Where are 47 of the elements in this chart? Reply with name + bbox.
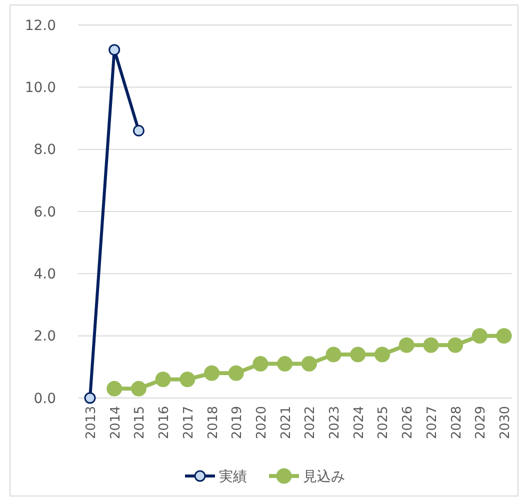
x-tick-label: 2018 <box>206 406 221 440</box>
point <box>180 372 196 388</box>
y-tick-label: 2.0 <box>34 328 56 345</box>
x-tick-label: 2023 <box>328 406 343 440</box>
x-tick-label: 2028 <box>449 406 464 440</box>
x-tick-label: 2013 <box>84 406 99 440</box>
point <box>423 337 439 353</box>
x-tick-label: 2025 <box>376 406 392 440</box>
y-tick-label: 4.0 <box>34 266 56 283</box>
x-tick-label: 2029 <box>474 406 489 440</box>
point <box>277 356 293 372</box>
x-tick-label: 2022 <box>303 406 318 440</box>
point <box>130 380 146 396</box>
point <box>398 337 414 353</box>
y-tick-label: 12.0 <box>24 18 56 34</box>
point <box>106 380 122 396</box>
x-tick-label: 2019 <box>230 406 246 440</box>
point <box>472 328 488 344</box>
x-tick-label: 2026 <box>400 406 416 440</box>
point <box>326 346 342 362</box>
y-tick-label: 0.0 <box>34 390 56 407</box>
x-tick-label: 2021 <box>278 406 294 440</box>
x-tick-label: 2015 <box>132 406 148 440</box>
y-tick-label: 6.0 <box>34 204 56 220</box>
x-tick-label: 2024 <box>352 406 367 440</box>
point <box>301 356 317 372</box>
x-tick-label: 2014 <box>108 406 124 440</box>
x-tick-label: 2017 <box>181 406 196 440</box>
x-tick-label: 2030 <box>498 406 513 440</box>
x-tick-label: 2016 <box>157 406 172 440</box>
point <box>252 356 268 372</box>
legend-label: 見込み <box>303 468 345 485</box>
point <box>350 346 366 362</box>
y-tick-label: 10.0 <box>24 80 56 96</box>
point <box>228 365 244 381</box>
x-tick-label: 2027 <box>424 406 440 440</box>
x-tick-label: 2020 <box>254 406 270 440</box>
point <box>108 44 120 56</box>
legend-label: 実績 <box>219 468 247 485</box>
point <box>204 365 220 381</box>
point <box>155 372 171 388</box>
point <box>496 328 512 344</box>
y-tick-label: 8.0 <box>34 142 56 158</box>
point <box>448 337 464 353</box>
point <box>84 392 96 404</box>
point <box>132 124 144 136</box>
point <box>374 346 390 362</box>
